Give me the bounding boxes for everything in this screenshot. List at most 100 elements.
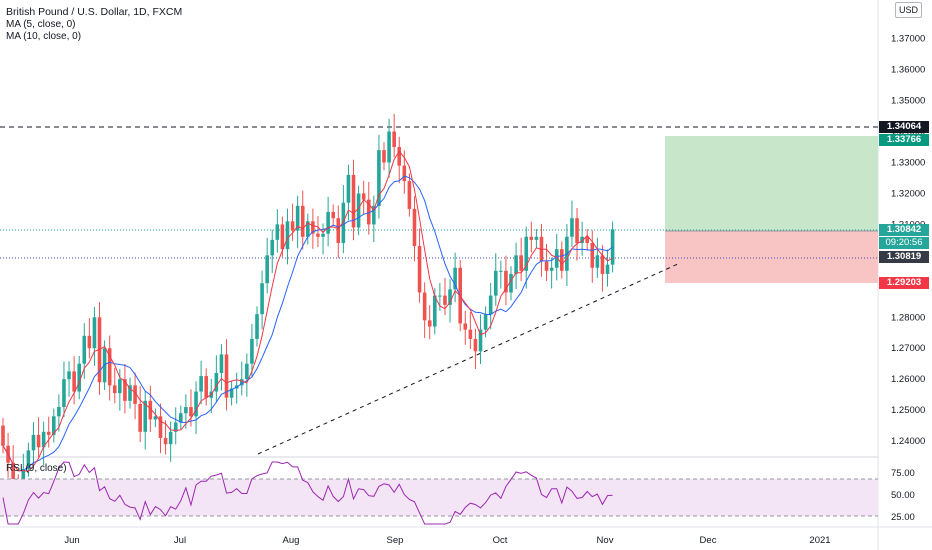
price-tick-label[interactable]: 1.25000 <box>891 405 925 416</box>
candle-body[interactable] <box>443 295 447 305</box>
candle-body[interactable] <box>275 224 280 240</box>
candle-body[interactable] <box>560 249 564 271</box>
candle-body[interactable] <box>72 371 76 392</box>
symbol-title[interactable]: British Pound / U.S. Dollar, 1D, FXCM <box>6 6 183 18</box>
profit-zone[interactable] <box>665 136 878 231</box>
candle-body[interactable] <box>82 335 87 364</box>
candle-body[interactable] <box>605 264 610 274</box>
price-tick-label[interactable]: 1.36000 <box>891 65 925 76</box>
candle-body[interactable] <box>366 199 371 225</box>
candle-body[interactable] <box>189 407 193 417</box>
candle-body[interactable] <box>427 320 432 327</box>
time-tick-label[interactable]: Jul <box>174 535 186 546</box>
candle-body[interactable] <box>316 233 320 237</box>
time-tick-label[interactable]: 2021 <box>809 535 830 546</box>
candle-body[interactable] <box>67 371 71 380</box>
candle-body[interactable] <box>173 422 178 432</box>
candle-body[interactable] <box>107 348 112 386</box>
candle-body[interactable] <box>245 363 249 380</box>
candle-body[interactable] <box>265 255 269 284</box>
candle-body[interactable] <box>77 363 81 392</box>
candle-body[interactable] <box>499 270 503 272</box>
candle-body[interactable] <box>87 335 92 349</box>
candle-body[interactable] <box>204 376 208 398</box>
rsi-tick-label[interactable]: 25.00 <box>891 512 915 523</box>
candle-body[interactable] <box>580 236 584 243</box>
candle-body[interactable] <box>382 150 386 163</box>
candle-body[interactable] <box>585 236 589 243</box>
time-tick-label[interactable]: Oct <box>493 535 508 546</box>
loss-zone[interactable] <box>665 231 878 283</box>
candle-body[interactable] <box>438 295 442 297</box>
candle-body[interactable] <box>448 289 452 305</box>
price-tick-label[interactable]: 1.37000 <box>891 34 925 45</box>
candle-body[interactable] <box>417 246 422 293</box>
candle-body[interactable] <box>356 193 361 228</box>
ma10-line[interactable] <box>2 175 613 472</box>
candle-body[interactable] <box>143 400 148 432</box>
candle-body[interactable] <box>321 233 325 237</box>
candle-body[interactable] <box>488 295 493 315</box>
candle-body[interactable] <box>219 354 224 373</box>
candle-body[interactable] <box>11 462 15 485</box>
candle-body[interactable] <box>529 236 534 240</box>
candle-body[interactable] <box>123 379 127 401</box>
candle-body[interactable] <box>595 255 600 268</box>
candle-body[interactable] <box>179 413 183 423</box>
candle-body[interactable] <box>554 249 559 268</box>
candle-body[interactable] <box>504 270 508 293</box>
candle-body[interactable] <box>46 431 51 435</box>
candle-body[interactable] <box>534 236 539 240</box>
price-tick-label[interactable]: 1.35000 <box>891 96 925 107</box>
candle-body[interactable] <box>351 174 356 228</box>
candle-body[interactable] <box>524 236 529 271</box>
candle-body[interactable] <box>341 202 346 243</box>
candle-body[interactable] <box>422 292 427 321</box>
candle-body[interactable] <box>62 379 66 408</box>
candle-body[interactable] <box>270 239 275 256</box>
candle-body[interactable] <box>402 165 407 182</box>
candle-body[interactable] <box>463 323 468 330</box>
candle-body[interactable] <box>31 434 36 451</box>
candle-body[interactable] <box>453 267 457 290</box>
candle-body[interactable] <box>509 273 513 293</box>
candle-body[interactable] <box>478 329 483 352</box>
rsi-tick-label[interactable]: 50.00 <box>891 490 915 501</box>
rsi-line[interactable] <box>2 461 613 525</box>
candle-body[interactable] <box>336 218 341 243</box>
ma5-line[interactable] <box>2 150 613 472</box>
candle-body[interactable] <box>346 174 351 203</box>
time-tick-label[interactable]: Aug <box>283 535 300 546</box>
candle-body[interactable] <box>57 407 61 417</box>
candle-body[interactable] <box>433 295 437 327</box>
rsi-legend[interactable]: RSI (9, close) <box>6 463 67 474</box>
time-tick-label[interactable]: Dec <box>700 535 717 546</box>
candle-body[interactable] <box>570 218 574 237</box>
candle-body[interactable] <box>397 147 402 166</box>
candle-body[interactable] <box>600 255 605 274</box>
candle-body[interactable] <box>194 391 198 417</box>
candle-body[interactable] <box>138 403 142 432</box>
candle-body[interactable] <box>549 267 554 271</box>
rsi-tick-label[interactable]: 75.00 <box>891 468 915 479</box>
price-axis[interactable]: 1.370001.360001.350001.340001.330001.320… <box>891 34 925 447</box>
candle-body[interactable] <box>168 431 173 445</box>
candle-body[interactable] <box>214 372 219 392</box>
candle-body[interactable] <box>1 425 5 446</box>
candle-body[interactable] <box>392 131 396 148</box>
candle-body[interactable] <box>112 385 117 394</box>
time-axis[interactable]: Jun Jul Aug Sep Oct Nov Dec 2021 <box>64 535 830 546</box>
ma10-legend[interactable]: MA (10, close, 0) <box>6 31 82 42</box>
candle-body[interactable] <box>387 131 391 163</box>
candle-body[interactable] <box>306 221 310 237</box>
time-tick-label[interactable]: Sep <box>387 535 404 546</box>
candle-body[interactable] <box>229 388 234 398</box>
candle-body[interactable] <box>52 416 56 435</box>
price-tick-label[interactable]: 1.32000 <box>891 188 925 199</box>
price-tick-label[interactable]: 1.28000 <box>891 312 925 323</box>
candle-body[interactable] <box>255 314 259 339</box>
candle-body[interactable] <box>128 385 132 401</box>
candle-body[interactable] <box>519 255 523 271</box>
candle-body[interactable] <box>148 400 153 420</box>
price-tick-label[interactable]: 1.26000 <box>891 374 925 385</box>
